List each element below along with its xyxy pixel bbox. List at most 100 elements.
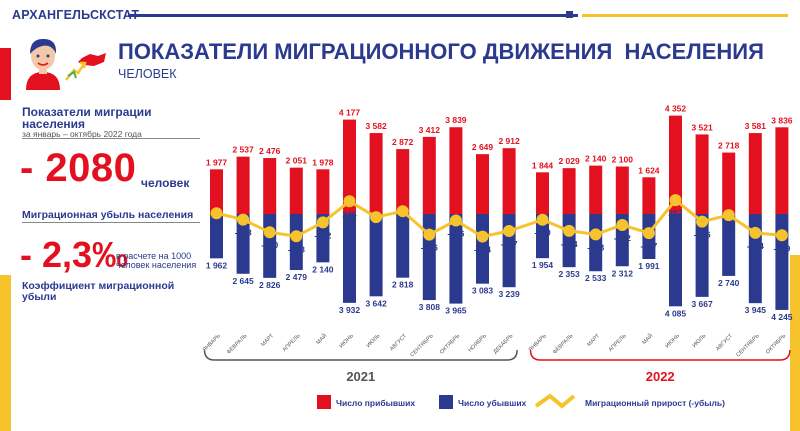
bar-arrivals bbox=[615, 166, 629, 214]
bar-departures bbox=[210, 214, 223, 259]
net-point bbox=[423, 228, 436, 241]
label-arrivals: 4 177 bbox=[339, 108, 361, 118]
bar-arrivals bbox=[476, 154, 489, 214]
header-divider bbox=[128, 14, 578, 17]
label-net: -428 bbox=[288, 244, 305, 254]
label-arrivals: 3 412 bbox=[419, 125, 441, 135]
label-arrivals: 2 100 bbox=[612, 155, 634, 165]
net-point bbox=[642, 227, 655, 240]
legend-label-arrivals: Число прибывших bbox=[336, 398, 415, 408]
legend-swatch-net bbox=[534, 393, 576, 409]
label-net: -60 bbox=[370, 225, 383, 235]
net-point bbox=[503, 225, 516, 238]
month-label: СЕНТЯБРЬ bbox=[409, 333, 435, 359]
net-point bbox=[449, 214, 462, 227]
label-net: -324 bbox=[561, 239, 578, 249]
migration-loss-label: Миграционная убыль населения bbox=[22, 209, 194, 221]
label-departures: 3 083 bbox=[472, 286, 494, 296]
net-point bbox=[370, 211, 383, 224]
region-map-icon bbox=[65, 53, 106, 81]
label-arrivals: 4 352 bbox=[665, 104, 687, 114]
net-point bbox=[669, 194, 682, 207]
net-point bbox=[616, 219, 629, 232]
migration-loss-value: - 2080 bbox=[20, 146, 137, 190]
bar-departures bbox=[722, 214, 736, 276]
migration-coef-label: Коэффициент миграционной убыли bbox=[22, 280, 175, 303]
label-net: -146 bbox=[694, 230, 711, 240]
month-label: ИЮЛЬ bbox=[692, 333, 708, 349]
label-departures: 3 239 bbox=[498, 289, 520, 299]
legend-label-net: Миграционный прирост (-убыль) bbox=[585, 398, 725, 408]
net-point bbox=[237, 213, 250, 226]
label-departures: 3 945 bbox=[745, 305, 767, 315]
label-departures: 1 954 bbox=[532, 260, 554, 270]
legend-label-departures: Число убывших bbox=[458, 398, 527, 408]
label-arrivals: 1 977 bbox=[206, 157, 228, 167]
net-migration-line bbox=[216, 197, 783, 239]
month-label: ОКТЯБРЬ bbox=[439, 333, 462, 356]
label-departures: 3 667 bbox=[691, 299, 713, 309]
month-label: СЕНТЯБРЬ bbox=[735, 333, 761, 359]
bar-arrivals bbox=[289, 167, 303, 214]
bar-departures bbox=[775, 214, 789, 310]
bar-arrivals bbox=[775, 127, 789, 214]
bar-arrivals bbox=[343, 119, 356, 214]
label-arrivals: 1 978 bbox=[312, 157, 334, 167]
net-point bbox=[722, 209, 735, 222]
bar-departures bbox=[422, 214, 436, 301]
month-label: НОЯБРЬ bbox=[467, 333, 488, 354]
bar-departures bbox=[476, 214, 489, 284]
label-departures: 2 312 bbox=[612, 268, 634, 278]
bar-departures bbox=[669, 214, 682, 307]
label-arrivals: 1 624 bbox=[638, 165, 660, 175]
label-arrivals: 3 521 bbox=[691, 122, 713, 132]
bar-departures bbox=[396, 214, 410, 278]
label-arrivals: 3 836 bbox=[771, 115, 793, 125]
bar-departures bbox=[502, 214, 516, 288]
year-label: 2022 bbox=[646, 369, 675, 384]
label-net: -108 bbox=[235, 228, 252, 238]
month-label: АПРЕЛЬ bbox=[282, 333, 302, 353]
header-divider-accent bbox=[582, 14, 788, 17]
label-arrivals: 2 872 bbox=[392, 137, 414, 147]
label-departures: 2 353 bbox=[558, 269, 580, 279]
label-net: -434 bbox=[474, 245, 491, 255]
label-arrivals: 2 912 bbox=[498, 136, 520, 146]
month-label: МАРТ bbox=[260, 333, 275, 348]
net-point bbox=[343, 195, 356, 208]
month-label: ДЕКАБРЬ bbox=[492, 333, 514, 355]
label-net: -327 bbox=[501, 239, 518, 249]
month-label: ФЕВРАЛЬ bbox=[226, 333, 249, 356]
bar-arrivals bbox=[562, 168, 576, 214]
bar-arrivals bbox=[396, 149, 410, 214]
label-departures: 2 479 bbox=[286, 272, 308, 282]
label-net: -367 bbox=[640, 241, 657, 251]
org-name: АРХАНГЕЛЬСКСТАТ bbox=[12, 8, 140, 22]
bar-departures bbox=[343, 214, 356, 303]
left-accent-bar-yellow bbox=[0, 275, 11, 431]
label-departures: 1 962 bbox=[206, 260, 228, 270]
label-arrivals: 2 476 bbox=[259, 146, 281, 156]
label-arrivals: 1 844 bbox=[532, 160, 554, 170]
summary-divider-2 bbox=[22, 222, 200, 223]
right-accent-bar-yellow bbox=[790, 255, 800, 431]
net-point bbox=[476, 230, 489, 243]
bar-arrivals bbox=[236, 156, 250, 214]
label-arrivals: 2 537 bbox=[232, 145, 254, 155]
label-arrivals: 2 140 bbox=[585, 154, 607, 164]
label-departures: 3 808 bbox=[419, 302, 441, 312]
migration-coef-value: - 2,3‰ bbox=[20, 234, 129, 275]
year-bracket bbox=[529, 349, 791, 361]
label-net: 54 bbox=[398, 219, 408, 229]
label-net: -22 bbox=[723, 223, 736, 233]
label-departures: 4 085 bbox=[665, 308, 687, 318]
month-label: ИЮНЬ bbox=[339, 333, 356, 350]
bar-departures bbox=[589, 214, 603, 272]
label-departures: 2 533 bbox=[585, 273, 607, 283]
label-net: 15 bbox=[212, 221, 222, 231]
label-departures: 1 991 bbox=[638, 261, 660, 271]
label-arrivals: 3 839 bbox=[445, 115, 467, 125]
bar-departures bbox=[449, 214, 463, 304]
net-point bbox=[263, 226, 276, 239]
label-departures: 3 965 bbox=[445, 306, 467, 316]
